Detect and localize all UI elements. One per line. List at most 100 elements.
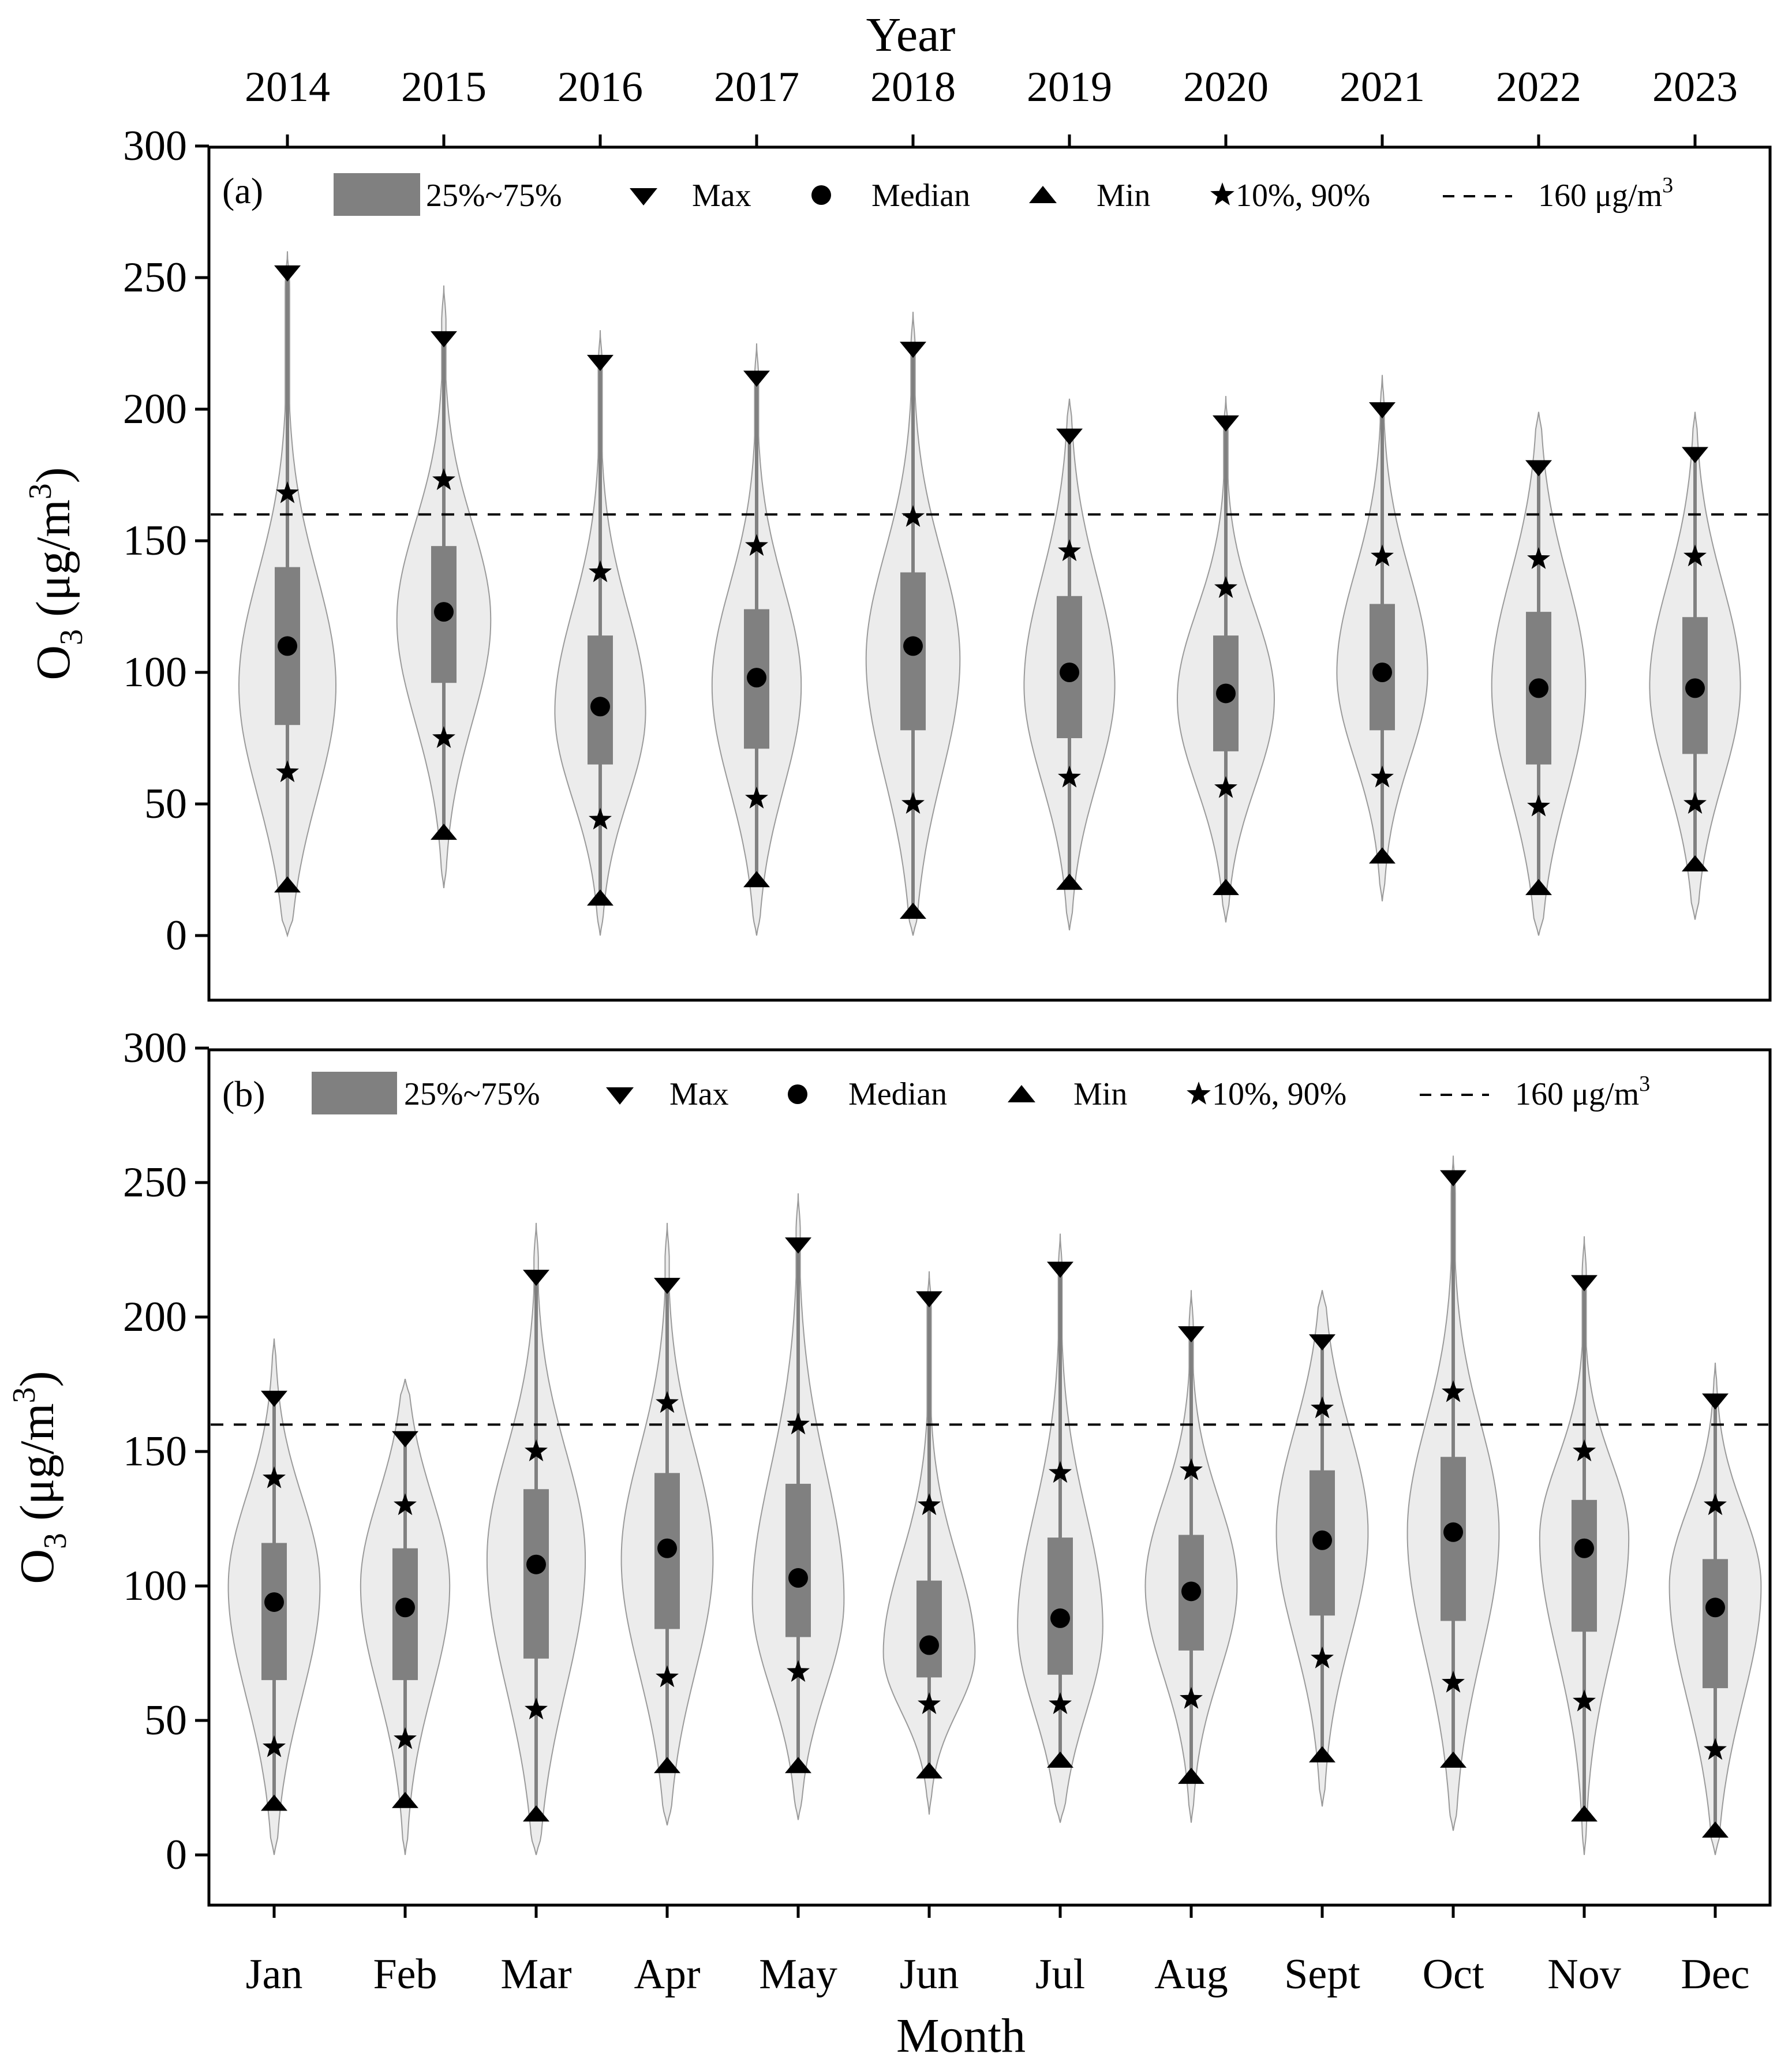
x-axis-bottom-b: Jan Feb Mar Apr May Jun Jul Aug Sept Oct Nov Dec [246,1905,1750,1998]
legend-median-marker-b [788,1084,807,1104]
violins-a [238,251,1741,938]
y-axis-b: 0 50 100 150 200 250 300 [123,1024,209,1879]
max-marker [1440,1170,1466,1187]
p10-marker [1442,1670,1465,1693]
min-marker [261,1794,287,1811]
y-axis-a: 0 50 100 150 200 250 300 [123,122,209,959]
min-marker [1440,1751,1466,1768]
x-tick-label: Apr [634,1951,700,1998]
max-marker [587,354,613,371]
max-marker [431,331,457,347]
min-marker [1525,878,1552,895]
iqr-box [1703,1559,1728,1689]
x-axis-top-a: 2014 2015 2016 2017 2018 2019 2020 2021 2022 2023 [245,63,1738,147]
max-marker [1309,1334,1335,1351]
legend-box-label-a: 25%~75% [426,178,562,214]
p90-marker [918,1493,941,1516]
p10-marker [263,1735,286,1757]
p10-marker [1180,1686,1203,1709]
x-tick-label: 2021 [1340,63,1425,111]
y-tick-label: 200 [123,386,187,433]
legend-pct-marker-b [1187,1082,1211,1105]
median-marker [278,636,297,656]
y-axis-title-b: O3 (μg/m3) [6,1371,73,1584]
median-marker [395,1598,415,1618]
legend-median-marker-a [811,185,831,205]
legend-pct-label-a: 10%, 90% [1236,178,1370,214]
min-marker [743,871,770,888]
p90-marker [1214,576,1237,598]
p90-marker [1704,1493,1727,1516]
legend-max-marker-a [630,188,657,205]
y-tick-label: 150 [123,1428,187,1475]
p10-marker [918,1692,941,1714]
iqr-box [785,1483,811,1637]
median-marker [1685,678,1705,698]
median-marker [657,1538,677,1558]
min-marker [900,902,926,919]
panel-label-a: (a) [222,170,263,211]
plot-frame-b [207,1048,1772,1907]
p10-marker [525,1697,548,1720]
p90-marker [589,560,612,582]
x-tick-label: Nov [1547,1951,1621,1998]
legend-a: 25%~75% Max Median Min 10%, 90% 160 μg/m… [334,173,1673,216]
min-marker [1369,847,1396,864]
y-tick-label: 0 [166,1831,187,1879]
max-marker [743,371,770,387]
min-marker [1047,1751,1073,1768]
median-marker [1372,663,1392,682]
p90-marker [1058,539,1081,562]
x-tick-label: Jan [246,1951,303,1998]
min-marker [1309,1746,1335,1763]
x-tick-label: 2023 [1652,63,1738,111]
p10-marker [1049,1692,1072,1714]
median-marker [1216,683,1236,704]
y-tick-label: 200 [123,1293,187,1341]
max-marker [261,1390,287,1407]
median-marker [526,1554,546,1574]
x-tick-label: 2016 [558,63,643,111]
iqr-box [916,1580,942,1678]
p10-marker [1371,765,1394,788]
y-tick-label: 250 [123,1159,187,1206]
legend-max-label-b: Max [669,1076,729,1112]
min-marker [1213,878,1239,895]
legend-median-label-b: Median [848,1076,947,1112]
median-marker [590,697,610,717]
p90-marker [432,468,455,491]
max-marker [523,1270,549,1286]
y-tick-label: 50 [144,1697,187,1744]
median-marker [1443,1522,1463,1542]
y-tick-label: 150 [123,517,187,564]
p90-marker [745,534,768,556]
p90-marker [1180,1458,1203,1480]
x-tick-label: Mar [500,1951,571,1998]
p10-marker [394,1727,417,1749]
legend-min-label-b: Min [1073,1076,1127,1112]
p90-marker [1311,1396,1334,1419]
p90-marker [1683,544,1707,567]
max-marker [1682,447,1708,463]
legend-pct-label-b: 10%, 90% [1212,1076,1346,1112]
x-tick-label: Feb [373,1951,437,1998]
violins-b [227,1155,1762,1855]
legend-min-label-a: Min [1097,178,1150,214]
min-marker [1702,1821,1729,1838]
p90-marker [1049,1461,1072,1483]
median-marker [1050,1608,1070,1628]
min-marker [523,1805,549,1822]
p10-marker [787,1660,810,1682]
legend-ref-label-a: 160 μg/m3 [1538,173,1673,214]
max-marker [654,1278,680,1295]
legend-max-marker-b [606,1087,634,1105]
p90-marker [525,1439,548,1461]
y-tick-label: 300 [123,122,187,170]
x-tick-label: Sept [1284,1951,1360,1998]
x-tick-label: Dec [1681,1951,1749,1998]
min-marker [1178,1767,1204,1784]
min-marker [274,876,301,893]
legend-box-swatch-b [312,1072,397,1114]
y-tick-label: 0 [166,912,187,959]
